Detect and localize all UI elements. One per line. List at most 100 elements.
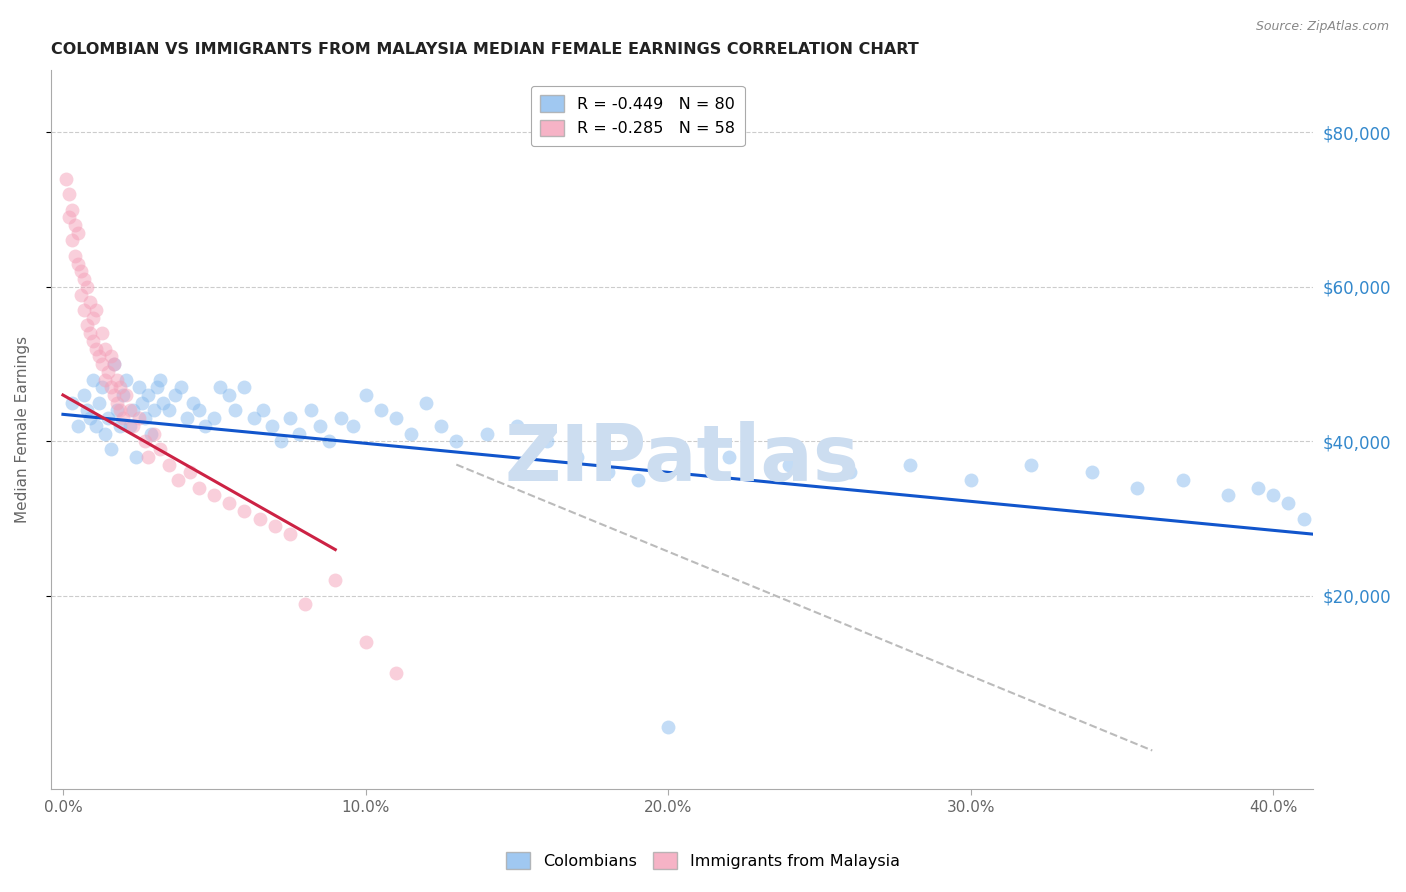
- Point: [118, 403, 141, 417]
- Point: [294, 597, 316, 611]
- Point: [107, 395, 129, 409]
- Point: [91, 380, 114, 394]
- Point: [1019, 458, 1042, 472]
- Point: [1263, 488, 1285, 502]
- Point: [76, 403, 98, 417]
- Point: [430, 418, 453, 433]
- Point: [121, 418, 143, 433]
- Point: [370, 403, 392, 417]
- Text: Source: ZipAtlas.com: Source: ZipAtlas.com: [1256, 20, 1389, 33]
- Point: [1247, 481, 1270, 495]
- Point: [288, 426, 311, 441]
- Point: [70, 264, 93, 278]
- Point: [79, 295, 101, 310]
- Point: [170, 380, 193, 394]
- Point: [118, 418, 141, 433]
- Point: [959, 473, 981, 487]
- Point: [55, 171, 77, 186]
- Point: [84, 342, 107, 356]
- Point: [67, 257, 90, 271]
- Point: [79, 326, 101, 341]
- Point: [67, 226, 90, 240]
- Point: [1126, 481, 1149, 495]
- Point: [354, 635, 377, 649]
- Point: [128, 411, 150, 425]
- Point: [249, 511, 271, 525]
- Legend: R = -0.449   N = 80, R = -0.285   N = 58: R = -0.449 N = 80, R = -0.285 N = 58: [530, 86, 745, 146]
- Point: [136, 450, 159, 464]
- Point: [233, 504, 256, 518]
- Point: [152, 395, 174, 409]
- Point: [838, 465, 860, 479]
- Point: [176, 411, 198, 425]
- Point: [188, 481, 211, 495]
- Point: [218, 388, 240, 402]
- Point: [354, 388, 377, 402]
- Point: [110, 418, 132, 433]
- Point: [446, 434, 468, 449]
- Point: [224, 403, 246, 417]
- Point: [142, 403, 165, 417]
- Point: [139, 426, 162, 441]
- Point: [67, 418, 90, 433]
- Point: [100, 350, 122, 364]
- Point: [58, 187, 80, 202]
- Point: [1277, 496, 1299, 510]
- Point: [179, 465, 201, 479]
- Legend: Colombians, Immigrants from Malaysia: Colombians, Immigrants from Malaysia: [501, 846, 905, 875]
- Point: [252, 403, 274, 417]
- Point: [91, 357, 114, 371]
- Point: [167, 473, 190, 487]
- Point: [124, 450, 146, 464]
- Point: [218, 496, 240, 510]
- Point: [94, 426, 117, 441]
- Point: [309, 418, 332, 433]
- Point: [76, 318, 98, 333]
- Point: [181, 395, 204, 409]
- Point: [385, 666, 408, 681]
- Point: [188, 403, 211, 417]
- Point: [115, 388, 138, 402]
- Point: [134, 434, 156, 449]
- Point: [73, 272, 96, 286]
- Point: [717, 450, 740, 464]
- Point: [107, 403, 129, 417]
- Point: [260, 418, 283, 433]
- Point: [103, 357, 125, 371]
- Text: COLOMBIAN VS IMMIGRANTS FROM MALAYSIA MEDIAN FEMALE EARNINGS CORRELATION CHART: COLOMBIAN VS IMMIGRANTS FROM MALAYSIA ME…: [51, 42, 918, 57]
- Point: [506, 418, 529, 433]
- Point: [263, 519, 285, 533]
- Point: [342, 418, 364, 433]
- Point: [299, 403, 322, 417]
- Point: [778, 458, 800, 472]
- Point: [112, 388, 135, 402]
- Point: [323, 574, 346, 588]
- Point: [79, 411, 101, 425]
- Text: ZIPatlas: ZIPatlas: [505, 420, 859, 497]
- Point: [157, 458, 180, 472]
- Point: [596, 465, 619, 479]
- Point: [318, 434, 340, 449]
- Point: [112, 411, 135, 425]
- Point: [63, 218, 86, 232]
- Point: [110, 403, 132, 417]
- Point: [82, 310, 104, 325]
- Point: [103, 388, 125, 402]
- Point: [202, 411, 225, 425]
- Point: [73, 388, 96, 402]
- Point: [121, 403, 143, 417]
- Point: [399, 426, 422, 441]
- Point: [94, 373, 117, 387]
- Point: [415, 395, 437, 409]
- Point: [149, 373, 172, 387]
- Point: [97, 365, 120, 379]
- Point: [385, 411, 408, 425]
- Point: [100, 442, 122, 456]
- Point: [627, 473, 650, 487]
- Point: [131, 395, 153, 409]
- Point: [1171, 473, 1194, 487]
- Point: [84, 303, 107, 318]
- Point: [63, 249, 86, 263]
- Point: [898, 458, 921, 472]
- Point: [475, 426, 498, 441]
